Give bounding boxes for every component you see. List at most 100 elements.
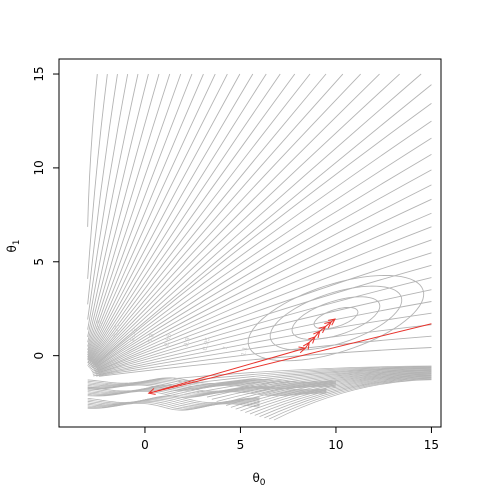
contour-line <box>87 73 311 366</box>
contour-line <box>87 73 98 227</box>
contour-line <box>91 73 344 363</box>
contour-line <box>87 73 241 361</box>
contour-line <box>87 384 327 392</box>
contour-line <box>95 264 432 374</box>
contour-line <box>92 73 400 365</box>
descent-step <box>319 326 326 332</box>
reference-line <box>148 323 432 394</box>
contour-line <box>87 73 118 305</box>
contour-line <box>91 84 432 368</box>
contour-line <box>249 376 432 415</box>
contour-line <box>264 378 432 419</box>
x-tick-label: 0 <box>141 438 149 452</box>
x-axis: 0 5 10 15 <box>141 426 439 452</box>
contour-line <box>87 73 228 359</box>
y-tick-label: 0 <box>32 352 46 360</box>
contour-line <box>93 324 432 377</box>
contour-line <box>87 73 281 364</box>
contour-line <box>268 378 432 420</box>
contour-line <box>87 73 193 353</box>
contour-line <box>87 402 260 411</box>
contour-line <box>88 73 361 368</box>
contour-level-label: 0.72 <box>129 327 139 342</box>
contour-line <box>87 377 336 384</box>
contour-line <box>87 73 139 330</box>
contour-line <box>90 120 432 370</box>
y-tick-label: 5 <box>32 258 46 266</box>
contour-line <box>245 375 432 413</box>
y-axis-title: θ1 <box>5 239 22 252</box>
contour-line <box>197 368 432 393</box>
contour-level-label: 1 <box>222 345 230 351</box>
contour-line <box>89 73 296 362</box>
contour-line <box>94 226 432 372</box>
contour-line <box>94 103 432 366</box>
contour-line <box>87 73 160 343</box>
contour-line <box>183 366 432 385</box>
contour-line <box>240 374 432 412</box>
contour-line <box>92 252 432 374</box>
contour-line <box>87 73 267 363</box>
contour-line <box>87 73 182 351</box>
descent-step <box>325 321 332 327</box>
contour-line <box>87 73 149 337</box>
descent-start-arrowhead <box>147 388 156 395</box>
contour-line <box>87 73 204 356</box>
contour-line <box>96 198 432 370</box>
contour-line <box>273 379 432 421</box>
x-tick-label: 15 <box>424 438 439 452</box>
contour-line <box>87 73 171 347</box>
descent-arrowhead <box>328 318 336 326</box>
contour-ellipse <box>269 285 403 351</box>
contour-ellipse <box>247 274 425 362</box>
descent-step <box>314 330 321 338</box>
contour-ellipse <box>313 306 359 330</box>
contour-line <box>87 384 336 392</box>
contour-line <box>97 239 432 371</box>
contour-line <box>87 73 108 279</box>
contour-line <box>98 312 432 375</box>
contour-line <box>98 277 432 373</box>
contour-line <box>90 73 380 366</box>
contour-ellipse <box>291 296 381 340</box>
gradient-descent-path <box>147 318 432 395</box>
contour-line <box>89 73 327 365</box>
y-tick-label: 10 <box>32 160 46 175</box>
contour-line <box>87 73 129 320</box>
contour-level-label: 0.95 <box>201 336 211 351</box>
contour-level-label: 0.8 <box>147 333 156 344</box>
contour-line <box>95 301 432 375</box>
contour-line <box>216 371 432 402</box>
contour-line <box>89 73 422 369</box>
contour-line <box>259 377 432 418</box>
descent-step <box>308 336 316 343</box>
contour-line <box>96 335 432 377</box>
descent-step <box>148 347 306 394</box>
contour-line <box>88 73 254 361</box>
contour-line <box>254 376 432 416</box>
contour-level-label: 1.1 <box>240 346 249 357</box>
y-tick-label: 15 <box>32 66 46 81</box>
contour-level-label: 0.75 <box>112 323 122 338</box>
contour-line <box>87 390 327 398</box>
contour-line <box>92 289 432 375</box>
contour-level-label: 0.85 <box>163 333 173 348</box>
x-tick-label: 5 <box>237 438 245 452</box>
contour-line <box>87 73 216 358</box>
contour-level-labels: 0.7 0.75 0.72 0.8 0.85 0.9 0.95 1 1.1 <box>95 320 249 357</box>
x-tick-label: 10 <box>328 438 343 452</box>
contour-level-label: 0.7 <box>95 320 104 331</box>
contour-line <box>173 365 432 380</box>
y-axis: 0 5 10 15 <box>32 66 60 360</box>
x-axis-title: θ0 <box>252 471 265 488</box>
contour-level-label: 0.9 <box>183 336 192 347</box>
contour-line <box>93 184 432 370</box>
contour-line <box>90 169 432 371</box>
contour-line <box>95 153 432 368</box>
contour-line <box>211 370 432 400</box>
contour-lines <box>87 73 432 421</box>
contour-line <box>91 212 432 373</box>
contour-line <box>92 137 432 369</box>
